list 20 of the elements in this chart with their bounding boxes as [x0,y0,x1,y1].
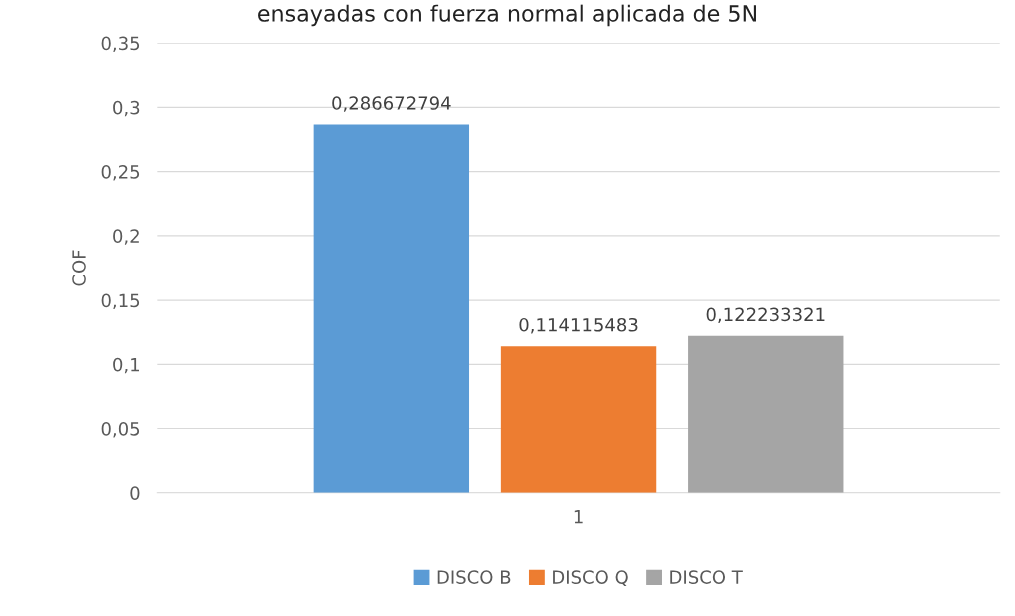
bar [313,124,470,493]
y-tick-label: 0 [130,486,140,500]
y-tick-label: 0,3 [113,100,140,117]
y-tick-label: 0,35 [101,36,140,53]
y-tick-label: 0,05 [101,422,140,438]
y-tick-label: 0,2 [113,229,139,245]
bar [500,346,657,493]
bar [688,335,844,493]
x-tick-label: 1 [574,510,583,524]
data-label: 0,122233321 [706,307,825,323]
data-label: 0,114115483 [519,317,638,334]
chart-title: ensayadas con fuerza normal aplicada de 5N [258,4,756,27]
legend-label: DISCO Q [553,570,628,586]
legend-label: DISCO T [670,570,743,584]
y-tick-label: 0,25 [101,165,140,181]
legend-label: DISCO B [437,570,511,584]
y-tick-label: 0,1 [113,357,139,374]
data-label: 0,286672794 [332,96,451,112]
y-axis-title: COF [72,250,86,286]
y-tick-label: 0,15 [101,293,140,310]
